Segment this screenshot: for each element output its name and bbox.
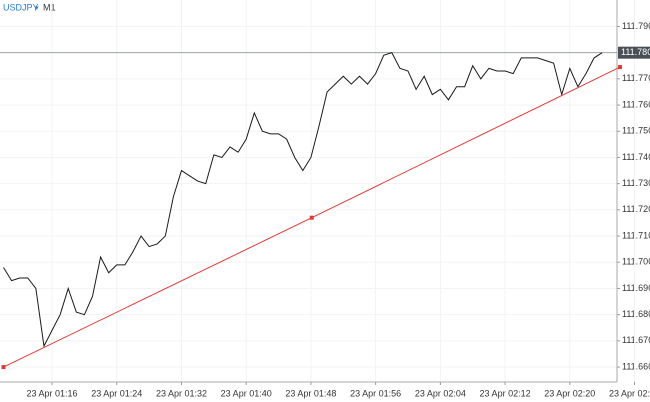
x-tick-label: 23 Apr 01:32 [156,388,207,398]
y-tick-label: 111.680 [622,309,650,319]
y-tick-label: 111.770 [622,73,650,83]
y-tick-label: 111.670 [622,335,650,345]
x-tick-label: 23 Apr 02:20 [544,388,595,398]
x-tick-label: 23 Apr 01:24 [91,388,142,398]
trendline-anchor [618,65,622,70]
current-price-label: 111.780 [621,47,650,57]
x-tick-label: 23 Apr 01:56 [350,388,401,398]
y-tick-label: 111.760 [622,99,650,109]
x-tick-label: 23 Apr 01:16 [27,388,78,398]
y-tick-label: 111.790 [622,21,650,31]
y-tick-label: 111.710 [622,230,650,240]
x-tick-label: 23 Apr 02:12 [480,388,531,398]
y-tick-label: 111.750 [622,126,650,136]
y-tick-label: 111.690 [622,283,650,293]
y-tick-label: 111.740 [622,152,650,162]
y-tick-label: 111.730 [622,178,650,188]
x-tick-label: 23 Apr 01:40 [221,388,272,398]
current-price-box [618,46,650,59]
trendline-anchor [309,215,314,220]
y-tick-label: 111.720 [622,204,650,214]
x-tick-label: 23 Apr 02:28 [609,388,650,398]
x-tick-label: 23 Apr 01:48 [285,388,336,398]
x-tick-label: 23 Apr 02:04 [415,388,466,398]
symbol[interactable]: USDJPY [3,2,39,12]
y-tick-label: 111.700 [622,257,650,267]
timeframe[interactable]: M1 [43,2,56,12]
symbol-menu-icon[interactable]: ▾ [35,5,39,12]
y-tick-label: 111.660 [622,361,650,371]
trendline-anchor [1,365,6,370]
price-line [3,52,603,348]
